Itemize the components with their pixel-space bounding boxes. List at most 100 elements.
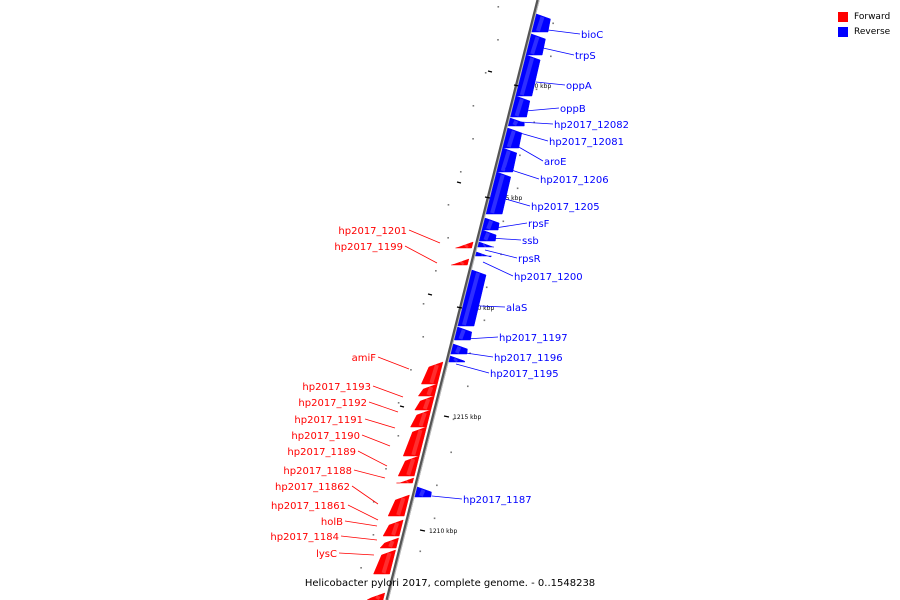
- dot-mark: [436, 484, 438, 487]
- gene-shade: [418, 412, 427, 427]
- gene-block: [454, 326, 472, 341]
- gene-block: [485, 171, 512, 215]
- gene-block: [451, 258, 470, 266]
- gene-block: [496, 147, 518, 173]
- dash-mark: [487, 70, 493, 73]
- gene-block: [396, 477, 415, 484]
- dot-mark: [433, 517, 436, 520]
- gene-block: [379, 537, 399, 549]
- gene-label-hp2017_1193: hp2017_1193: [302, 382, 371, 393]
- gene-label-hp2017_1206: hp2017_1206: [540, 175, 609, 186]
- gene-label-oppA: oppA: [566, 81, 592, 92]
- dash-mark: [399, 405, 405, 408]
- gene-label-hp2017_1190: hp2017_1190: [291, 431, 360, 442]
- leader-line: [519, 132, 549, 142]
- gene-block: [531, 13, 551, 33]
- gene-label-trpS: trpS: [575, 51, 596, 62]
- dot-mark: [459, 171, 462, 173]
- gene-label-alaS: alaS: [506, 303, 527, 314]
- gene-label-hp2017_1197: hp2017_1197: [499, 333, 568, 344]
- dash-mark: [427, 293, 433, 296]
- dot-mark: [483, 319, 486, 322]
- dot-mark: [552, 22, 554, 25]
- leader-line: [357, 450, 388, 467]
- gene-block: [366, 592, 386, 600]
- leader-line: [338, 552, 375, 556]
- leader-line: [484, 249, 518, 259]
- tick-label: 1220 kbp: [466, 305, 494, 312]
- reverse-swatch: [838, 26, 848, 37]
- leader-line: [347, 504, 379, 521]
- gene-shade: [426, 386, 434, 396]
- gene-block: [475, 251, 493, 258]
- leader-line: [361, 434, 391, 447]
- leader-line: [368, 401, 399, 413]
- dot-mark: [452, 418, 455, 421]
- gene-label-hp2017_1205: hp2017_1205: [531, 202, 600, 213]
- dot-mark: [419, 550, 422, 553]
- legend-forward: Forward: [838, 9, 890, 24]
- gene-label-amiF: amiF: [352, 353, 377, 364]
- leader-line: [542, 47, 575, 56]
- dot-mark: [435, 270, 437, 272]
- gene-shade: [483, 232, 490, 241]
- gene-block: [457, 269, 487, 327]
- gene-label-hp2017_1184: hp2017_1184: [270, 532, 339, 543]
- leader-line: [516, 145, 544, 162]
- tick-label: 1210 kbp: [429, 528, 457, 535]
- gene-label-hp2017_12082: hp2017_12082: [554, 120, 629, 131]
- leader-line: [431, 495, 463, 500]
- leader-line: [524, 107, 560, 112]
- gene-label-oppB: oppB: [560, 104, 586, 115]
- gene-shade: [391, 522, 400, 536]
- backbone-line: [385, 0, 540, 600]
- tick-mark: [456, 306, 463, 309]
- dot-mark: [550, 55, 552, 58]
- dot-mark: [385, 468, 387, 470]
- dot-mark: [397, 435, 400, 437]
- gene-block: [502, 127, 523, 149]
- gene-block: [507, 117, 525, 127]
- gene-block: [387, 494, 410, 517]
- dot-mark: [484, 72, 487, 74]
- gene-label-hp2017_1191: hp2017_1191: [294, 415, 363, 426]
- gene-shade: [462, 272, 480, 326]
- gene-block: [448, 355, 466, 363]
- dot-mark: [450, 451, 452, 454]
- dot-mark: [397, 402, 400, 404]
- dash-mark: [456, 181, 462, 184]
- gene-block: [373, 549, 396, 575]
- dot-mark: [472, 105, 475, 107]
- tick-label: 1230 kbp: [523, 83, 551, 90]
- tick-mark: [443, 415, 450, 418]
- legend-reverse-label: Reverse: [854, 26, 891, 37]
- dot-mark: [497, 39, 499, 41]
- gene-label-hp2017_1189: hp2017_1189: [287, 447, 356, 458]
- leader-line: [494, 222, 528, 229]
- gene-shade: [429, 364, 439, 384]
- gene-label-lysC: lysC: [316, 549, 337, 560]
- dot-mark: [516, 187, 519, 190]
- gene-label-hp2017_1187: hp2017_1187: [463, 495, 532, 506]
- leader-line: [519, 121, 554, 125]
- leader-line: [458, 351, 494, 358]
- gene-shade: [486, 220, 494, 230]
- gene-shade: [419, 489, 426, 497]
- gene-shade: [381, 552, 392, 574]
- dot-mark: [472, 138, 474, 140]
- gene-label-hp2017_1188: hp2017_1188: [283, 466, 352, 477]
- gene-label-hp2017_1196: hp2017_1196: [494, 353, 563, 364]
- dot-mark: [422, 303, 425, 305]
- dot-mark: [502, 220, 505, 223]
- gene-block: [481, 217, 500, 231]
- gene-shade: [405, 479, 409, 484]
- leader-line: [455, 363, 490, 374]
- gene-block: [455, 241, 474, 249]
- legend-reverse: Reverse: [838, 24, 890, 39]
- tick-mark: [484, 196, 491, 199]
- leader-line: [479, 305, 506, 308]
- leader-line: [535, 81, 566, 86]
- gene-block: [414, 486, 432, 498]
- gene-shade: [500, 150, 511, 172]
- tick-mark: [419, 529, 426, 532]
